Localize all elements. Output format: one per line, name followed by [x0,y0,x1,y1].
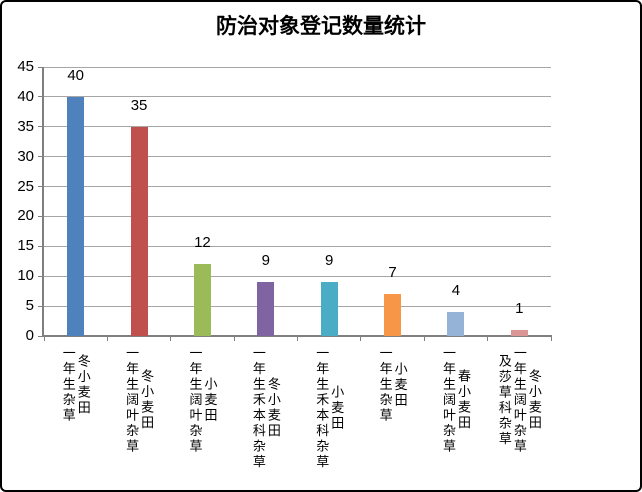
bar-value-label: 12 [194,234,211,251]
y-axis-tick [38,186,44,188]
y-axis-tick [38,275,44,277]
y-axis-tick [38,156,44,158]
y-axis-tick [38,335,44,337]
y-axis-tick-label: 0 [25,327,34,344]
x-axis-category-label: 小麦田 一年生阔叶杂草 [171,346,234,455]
x-axis-category-label: 小麦田 一年生杂草 [361,346,424,424]
y-axis-tick-label: 30 [17,147,34,165]
x-axis-label-column: 小麦田 [329,384,345,432]
x-axis-category-label: 冬小麦田 一年生杂草 [44,346,107,424]
y-gridline [44,305,551,307]
y-axis-tick-label: 15 [17,237,34,255]
x-axis-category-label: 冬小麦田 一年生禾本科杂草 [234,346,297,470]
bar [384,294,402,336]
y-axis-tick [38,96,44,98]
y-axis-tick-label: 10 [17,267,34,285]
y-axis-tick-label: 25 [17,177,34,195]
x-axis-tick [487,336,489,341]
x-axis-label-column: 一年生禾本科杂草 [250,346,266,470]
x-axis-tick [43,336,45,341]
x-axis-label-column: 一年生阔叶杂草 [187,346,203,455]
y-axis-line [42,67,44,337]
x-axis-label-column: 一年生阔叶杂草 [124,346,140,455]
bar-value-label: 1 [515,300,524,317]
bar [67,97,85,336]
x-axis-label-column: 一年生阔叶杂草 [511,346,527,455]
x-axis-label-column: 小麦田 [392,361,408,409]
x-axis-label-column: 春小麦田 [455,369,471,432]
bar [130,127,148,336]
chart-title: 防治对象登记数量统计 [216,14,426,38]
x-axis-tick [423,336,425,341]
x-axis-label-column: 一年生杂草 [377,346,393,424]
x-axis-label-column: 一年生阔叶杂草 [440,346,456,455]
x-axis-line [42,335,552,337]
x-axis-label-column: 及莎草科杂草 [496,353,512,447]
x-axis-label-column: 冬小麦田 [265,377,281,439]
y-axis-tick-label: 5 [25,297,34,315]
bar-value-label: 7 [388,264,397,281]
x-axis-tick [170,336,172,341]
x-axis-label-column: 一年生禾本科杂草 [314,346,330,470]
bar [447,312,465,336]
y-axis-tick [38,126,44,128]
bar-value-label: 35 [130,97,148,114]
y-gridline [44,245,551,247]
x-axis-tick [297,336,298,341]
bar-value-label: 9 [261,252,270,269]
x-axis-category-label: 小麦田 一年生禾本科杂草 [298,346,361,470]
y-gridline [44,156,551,158]
x-axis-label-column: 一年生杂草 [60,346,76,424]
x-axis-label-column: 小麦田 [202,377,218,424]
y-axis-tick [38,66,44,68]
y-axis-tick-label: 45 [17,58,34,75]
bar [510,330,528,336]
x-axis-label-column: 冬小麦田 [139,369,155,432]
y-gridline [44,96,551,98]
x-axis-category-label: 冬小麦田 一年生阔叶杂草 及莎草科杂草 [488,346,551,455]
y-axis-tick-label: 35 [17,117,34,135]
x-axis-category-label: 冬小麦田 一年生阔叶杂草 [107,346,170,455]
x-axis-tick [233,336,235,341]
y-gridline [44,66,551,68]
y-axis-tick-label: 40 [17,87,34,105]
bar [257,282,275,336]
y-gridline [44,126,551,128]
y-gridline [44,215,551,217]
bar [193,264,211,336]
x-axis-label-column: 冬小麦田 [75,353,91,416]
y-axis-tick [38,215,44,217]
x-axis-category-label: 春小麦田 一年生阔叶杂草 [424,346,487,455]
y-axis-tick [38,305,44,307]
y-axis-tick [38,245,44,247]
bar-value-label: 9 [325,252,334,269]
y-axis-tick-label: 20 [17,207,34,225]
bar-value-label: 4 [451,282,461,299]
x-axis-tick [106,336,108,341]
bar-value-label: 40 [67,67,85,84]
x-axis-tick [360,336,362,341]
y-gridline [44,275,551,277]
bar [320,282,338,336]
x-axis-tick [550,336,552,341]
y-gridline [44,186,551,188]
x-axis-label-column: 冬小麦田 [526,369,542,432]
